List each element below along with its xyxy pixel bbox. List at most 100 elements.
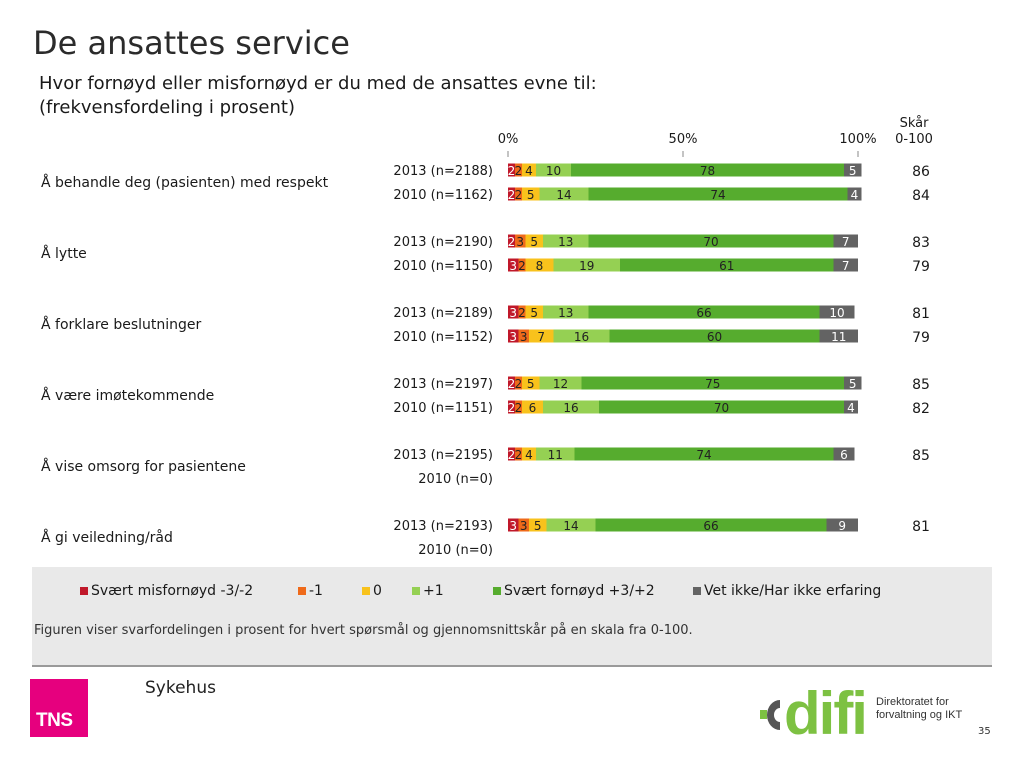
chart-subtitle: Hvor fornøyd eller misfornøyd er du med … [39,72,597,120]
bar-segment [515,447,522,461]
legend-label: +1 [423,583,444,599]
category-label: Å behandle deg (pasienten) med respekt [41,174,329,191]
bar-segment [553,329,610,343]
bar-segment [508,518,519,532]
bar-value-label: 5 [527,188,535,202]
bar-segment [508,258,519,272]
bar-value-label: 4 [525,448,533,462]
bar-segment [508,376,515,390]
score-value: 83 [912,235,930,251]
bar-segment [844,376,862,390]
bar-segment [515,400,522,414]
legend-label: Vet ikke/Har ikke erfaring [704,583,882,599]
bar-value-label: 5 [530,235,538,249]
bar-segment [620,258,834,272]
legend-item: Svært fornøyd +3/+2 [493,583,655,599]
bar-segment [522,447,536,461]
legend-swatch [693,587,701,595]
bar-value-label: 11 [548,448,563,462]
bar-value-label: 7 [842,259,850,273]
bar-value-label: 60 [707,330,722,344]
bar-segment [546,518,596,532]
legend-item: Vet ikke/Har ikke erfaring [693,583,881,599]
bar-segment [536,447,575,461]
legend-swatch [493,587,501,595]
legend-swatch [298,587,306,595]
category-label: Å vise omsorg for pasientene [41,458,246,475]
bar-segment [529,518,547,532]
difi-logo-accent [760,710,767,719]
bar-value-label: 14 [563,519,578,533]
bar-segment [508,447,515,461]
score-value: 81 [912,519,930,535]
bar-value-label: 2 [515,188,523,202]
legend-swatch [362,587,370,595]
legend-swatch [80,587,88,595]
bar-value-label: 75 [705,377,720,391]
category-label: Å være imøtekommende [41,387,214,404]
bar-value-label: 16 [574,330,589,344]
legend-label: Svært misfornøyd -3/-2 [91,583,254,599]
bar-value-label: 7 [842,235,850,249]
score-value: 79 [912,330,930,346]
bar-value-label: 2 [515,401,523,415]
bar-segment [518,518,529,532]
bar-value-label: 2 [515,448,523,462]
bar-value-label: 3 [509,519,517,533]
bar-segment [508,163,515,177]
category-label: Å forklare beslutninger [41,316,202,333]
bar-value-label: 2 [508,377,516,391]
bar-segment [539,376,582,390]
bar-segment [525,234,543,248]
bar-value-label: 2 [508,164,516,178]
bar-value-label: 2 [518,259,526,273]
bar-segment [522,187,540,201]
bar-value-label: 6 [529,401,537,415]
score-header-range: 0-100 [895,132,933,147]
bar-value-label: 5 [534,519,542,533]
row-label: 2010 (n=1150) [393,259,493,274]
difi-logo-text: difi [784,680,866,738]
legend-label: Svært fornøyd +3/+2 [504,583,655,599]
difi-org-line2: forvaltning og IKT [876,709,963,721]
page-number: 35 [978,726,991,737]
bar-segment [819,329,858,343]
bar-value-label: 3 [520,519,528,533]
row-label: 2013 (n=2197) [393,377,493,392]
bar-value-label: 3 [509,306,517,320]
bar-segment [518,305,526,319]
bar-value-label: 16 [563,401,578,415]
legend-item: Svært misfornøyd -3/-2 [80,583,253,599]
bar-value-label: 13 [558,235,573,249]
bar-segment [518,258,526,272]
row-label: 2013 (n=2188) [393,164,493,179]
bar-segment [543,400,599,414]
score-header: Skår [900,116,930,131]
bar-segment [525,258,554,272]
bar-value-label: 9 [838,519,846,533]
score-value: 81 [912,306,930,322]
bar-value-label: 78 [700,164,715,178]
legend-panel: Svært misfornøyd -3/-2 -1 0 +1 Svært fornøyd… [32,567,992,667]
bar-value-label: 5 [530,306,538,320]
row-label: 2010 (n=1152) [393,330,493,345]
x-tick-label: 50% [669,132,698,147]
row-label: 2013 (n=2193) [393,519,493,534]
bar-value-label: 5 [849,377,857,391]
bar-value-label: 5 [849,164,857,178]
bar-value-label: 3 [516,235,524,249]
bar-value-label: 2 [518,306,526,320]
tns-logo: TNS [30,679,88,737]
bar-segment [522,163,536,177]
bar-segment [588,305,820,319]
bar-value-label: 2 [508,401,516,415]
bar-segment [518,329,529,343]
bar-segment [574,447,834,461]
bar-segment [515,187,522,201]
bar-value-label: 3 [509,259,517,273]
bar-segment [529,329,554,343]
bar-segment [543,305,589,319]
bar-segment [539,187,589,201]
legend-item: 0 [362,583,382,599]
